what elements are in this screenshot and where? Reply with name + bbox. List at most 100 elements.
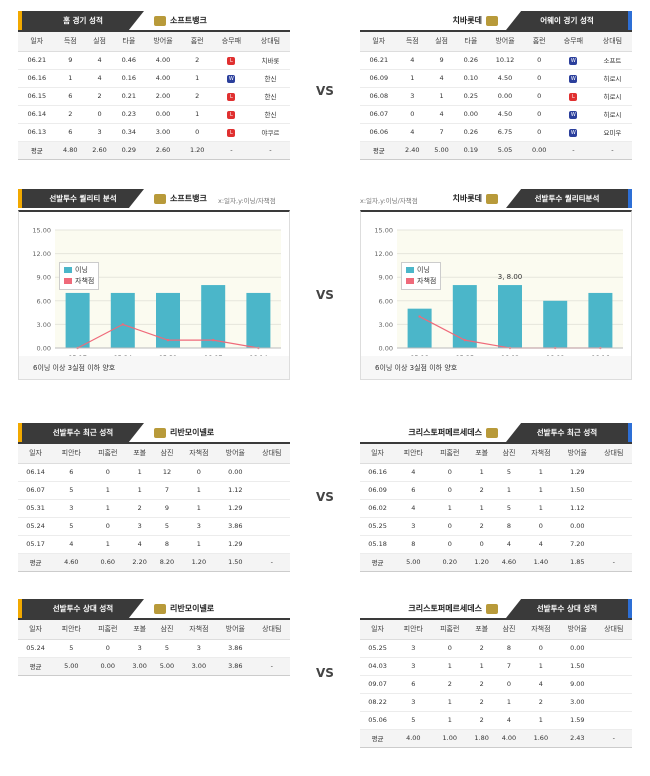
table-cell: 2 [468, 481, 496, 500]
table-cell: 6 [395, 675, 432, 694]
table-cell: 1 [180, 481, 218, 500]
column-header: 상대팀 [592, 31, 632, 52]
table-cell: 05.31 [18, 499, 54, 518]
average-cell: 1.85 [559, 553, 596, 572]
table-cell: 1 [180, 499, 218, 518]
table-cell: 4 [126, 535, 154, 554]
legend-innings: 이닝 [75, 266, 88, 274]
pitcher-vs-right-table: 일자 피안타 피홈런 포볼 삼진 자책점 방어율 상대팀 05.25 3 0 2 8 0 0.00 04.03… [360, 618, 632, 748]
column-header: 상대팀 [595, 443, 632, 464]
table-cell: 3 [180, 639, 218, 658]
table-cell: 0 [182, 123, 212, 142]
column-header: 포볼 [468, 619, 496, 640]
table-cell [253, 481, 290, 500]
table-cell: 0 [89, 639, 126, 658]
table-cell: 1 [522, 657, 560, 676]
quality-left-chart: 0.003.006.009.0012.0015.0005.1705.2405.3… [18, 210, 290, 378]
table-cell: 3.86 [217, 517, 254, 536]
away-record-table: 일자 득점 실점 타율 방어율 홈런 승무패 상대팀 06.21 4 9 0.26 10.12 0 W 소프트… [360, 30, 632, 160]
average-cell: - [253, 657, 290, 676]
column-header: 상대팀 [595, 619, 632, 640]
y-tick-label: 12.00 [32, 250, 51, 258]
table-row: 05.25 3 0 2 8 0 0.00 [360, 639, 632, 658]
table-cell: 히로시 [592, 69, 632, 88]
table-cell: 06.09 [360, 69, 398, 88]
table-cell: 0 [495, 675, 523, 694]
table-cell [595, 711, 632, 730]
table-row: 08.22 3 1 2 1 2 3.00 [360, 693, 632, 712]
table-cell: 6 [53, 463, 90, 482]
average-cell: - [595, 553, 632, 572]
legend-swatch-er [64, 278, 72, 284]
result-badge-icon: L [227, 92, 236, 101]
average-row: 평균 2.40 5.00 0.19 5.05 0.00- - [360, 141, 632, 160]
result-cell: W [553, 105, 593, 124]
home-record-table: 일자 득점 실점 타율 방어율 홈런 승무패 상대팀 06.21 9 4 0.46 4.00 2 L 치바롯 0… [18, 30, 290, 160]
table-cell: 0 [524, 105, 554, 124]
result-cell: W [553, 51, 593, 70]
quality-left-title: 선발투수 퀄리티 분석 [18, 189, 144, 208]
table-cell: 8 [495, 517, 523, 536]
table-cell: 4.00 [143, 69, 183, 88]
table-cell: 2 [468, 639, 496, 658]
table-row: 06.13 6 3 0.34 3.00 0 L 야쿠르 [18, 123, 290, 142]
quality-right-title: 선발투수 퀄리티분석 [506, 189, 632, 208]
average-cell: 평균 [360, 729, 396, 748]
table-cell: 0.34 [114, 123, 144, 142]
table-cell: 4 [395, 463, 432, 482]
table-cell: 1 [431, 657, 468, 676]
table-row: 06.02 4 1 1 5 1 1.12 [360, 499, 632, 518]
table-cell: 1 [522, 499, 560, 518]
table-cell: 9 [153, 499, 181, 518]
table-cell: 0 [522, 517, 560, 536]
table-cell: 4 [522, 675, 560, 694]
table-cell: 1 [431, 499, 468, 518]
table-cell: 1 [468, 463, 496, 482]
table-cell: 1 [397, 69, 427, 88]
table-cell: 0 [468, 535, 496, 554]
away-record-panel: 치바롯데 어웨이 경기 성적 일자 득점 실점 타율 방어율 홈런 승무패 상대팀 06.21 4… [360, 8, 632, 160]
average-cell: 3.00 [180, 657, 218, 676]
table-cell: 4 [397, 123, 427, 142]
table-cell [595, 535, 632, 554]
pitcher-recent-left-panel: 선발투수 최근 성적 리반모이넬로 일자 피안타 피홈런 포볼 삼진 자책점 방어율 상대팀 0… [18, 420, 290, 572]
column-header: 실점 [84, 31, 115, 52]
legend-er: 자책점 [75, 277, 95, 285]
average-cell: 0.00 [89, 657, 126, 676]
table-row: 06.07 0 4 0.00 4.50 0 W 히로시 [360, 105, 632, 124]
table-row: 05.24 5 0 3 5 3 3.86 [18, 639, 290, 658]
team-logo-icon [486, 603, 498, 614]
quality-right-team: 치바롯데 [453, 193, 498, 204]
column-header: 삼진 [153, 619, 181, 640]
table-cell: 0.00 [143, 105, 183, 124]
table-cell: 4 [84, 51, 115, 70]
column-header: 실점 [426, 31, 457, 52]
result-cell: W [211, 69, 251, 88]
table-cell: 5 [495, 499, 523, 518]
table-cell: 0.16 [114, 69, 144, 88]
average-cell: 2.60 [143, 141, 183, 160]
table-row: 06.16 4 0 1 5 1 1.29 [360, 463, 632, 482]
table-cell: 0 [431, 463, 468, 482]
average-cell: 0.19 [456, 141, 486, 160]
quality-right-note: 6이닝 이상 3실점 이하 양호 [360, 356, 632, 380]
table-cell: 0 [431, 517, 468, 536]
column-header: 자책점 [180, 619, 218, 640]
quality-left-team: 소프트뱅크 [154, 193, 207, 204]
column-header: 피안타 [53, 619, 90, 640]
table-cell: 2 [182, 87, 212, 106]
table-cell: 06.14 [18, 105, 56, 124]
average-cell: 1.50 [217, 553, 254, 572]
average-cell: 2.20 [126, 553, 154, 572]
table-cell: 1.50 [559, 657, 596, 676]
table-cell: 0.10 [456, 69, 486, 88]
table-cell: 4 [495, 535, 523, 554]
table-cell: 7 [495, 657, 523, 676]
table-cell: 0 [524, 123, 554, 142]
table-cell: 05.06 [360, 711, 396, 730]
table-cell: 1 [426, 87, 457, 106]
earned-runs-point [212, 338, 215, 342]
table-cell: 0 [524, 69, 554, 88]
y-tick-label: 6.00 [37, 297, 51, 305]
table-cell: 1 [89, 499, 126, 518]
